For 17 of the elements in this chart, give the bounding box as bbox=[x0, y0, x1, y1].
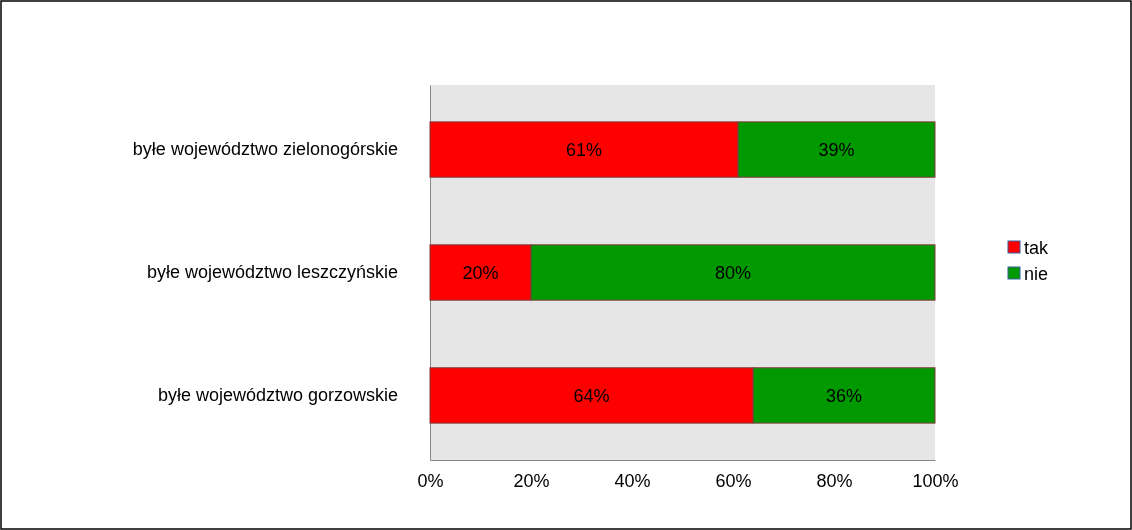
data-label: 80% bbox=[714, 262, 752, 283]
y-tick-label: byłe województwo leszczyńskie bbox=[146, 262, 398, 283]
data-label: 61% bbox=[566, 139, 603, 160]
x-tick-label: 100% bbox=[912, 470, 959, 491]
x-tick-label: 60% bbox=[715, 470, 752, 491]
x-tick-label: 40% bbox=[614, 470, 651, 491]
x-tick-label: 0% bbox=[417, 470, 444, 491]
data-label: 64% bbox=[573, 385, 610, 406]
data-label: 36% bbox=[826, 385, 863, 406]
y-tick-label: byłe województwo gorzowskie bbox=[157, 385, 398, 406]
y-tick-label: byłe województwo zielonogórskie bbox=[132, 139, 398, 160]
x-tick-label: 20% bbox=[513, 470, 550, 491]
x-tick-label: 80% bbox=[816, 470, 853, 491]
data-label: 20% bbox=[462, 262, 499, 283]
data-label: 39% bbox=[818, 139, 855, 160]
legend-label: tak bbox=[1024, 238, 1050, 259]
legend-label: nie bbox=[1024, 264, 1049, 285]
